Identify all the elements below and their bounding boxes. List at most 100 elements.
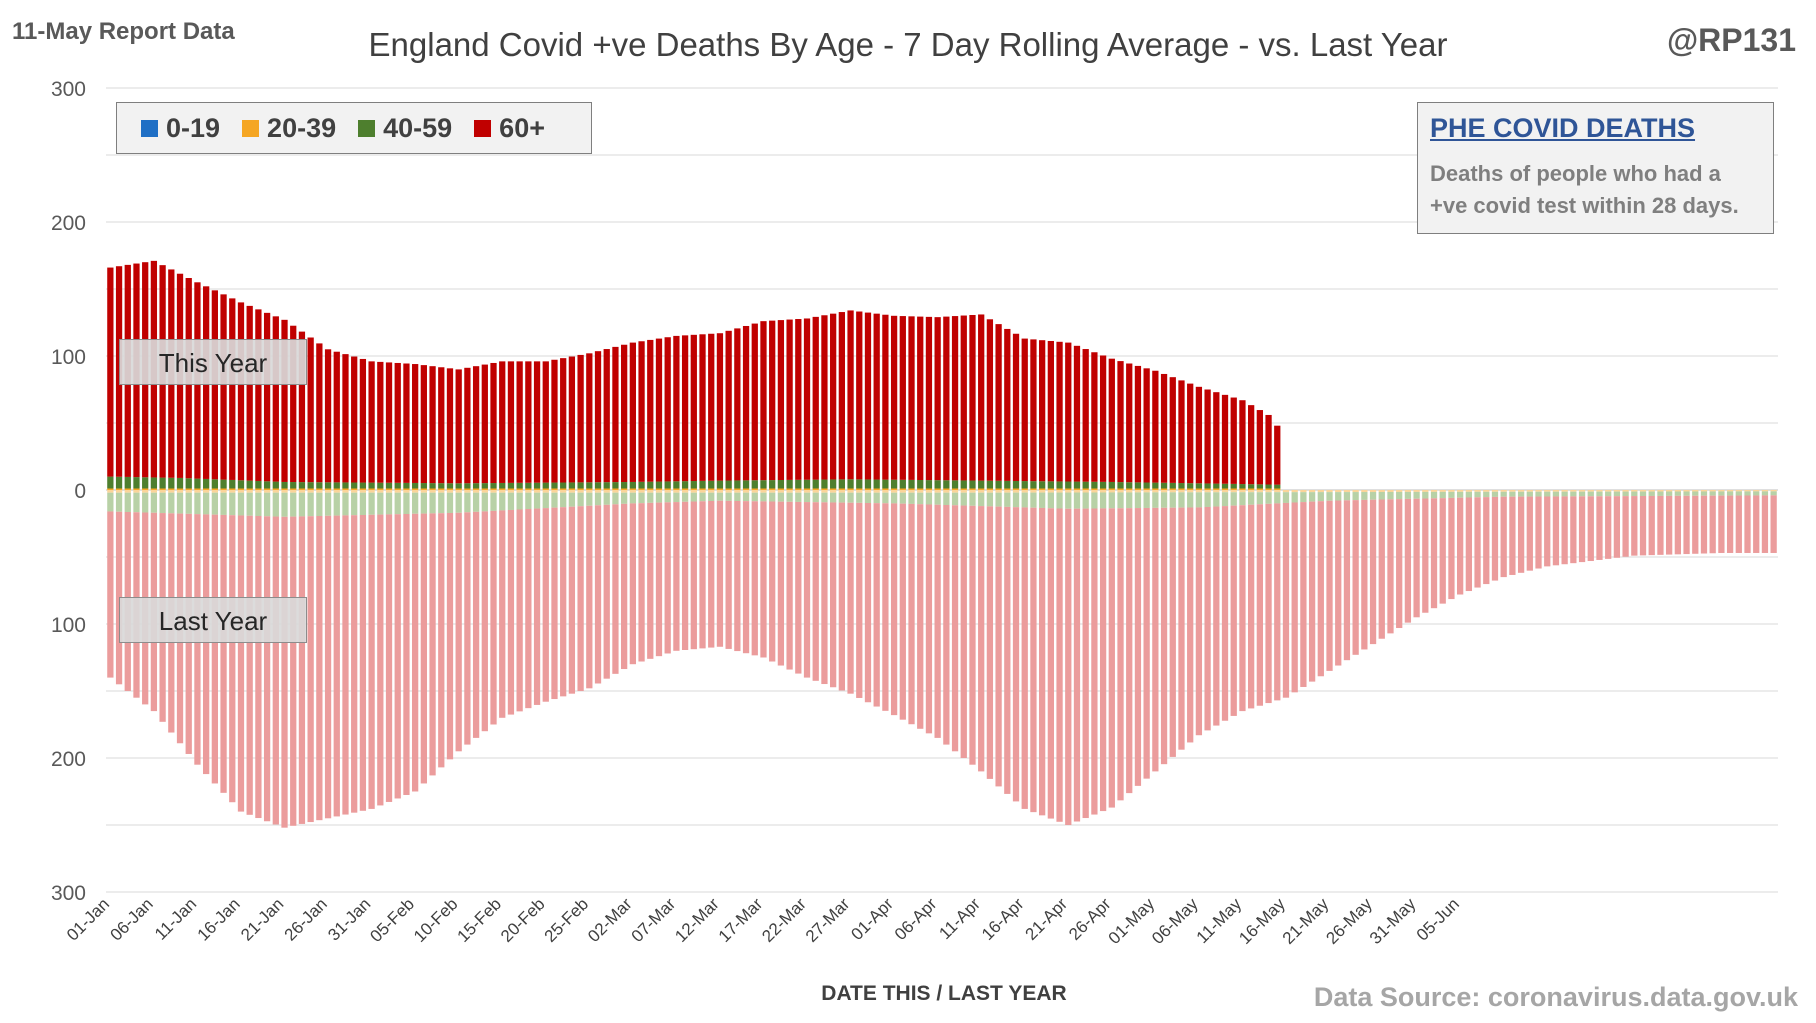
- this-year-bar-40-59: [908, 479, 915, 489]
- last-year-bar-60-plus: [943, 505, 950, 745]
- last-year-bar-40-59: [864, 492, 872, 503]
- info-box-title[interactable]: PHE COVID DEATHS: [1430, 113, 1696, 143]
- last-year-bar-40-59: [803, 492, 811, 503]
- this-year-bar-60-plus: [1169, 377, 1176, 483]
- this-year-bar-20-39: [690, 488, 697, 490]
- this-year-bar-40-59: [1065, 481, 1072, 489]
- last-year-bar-20-39: [943, 490, 950, 493]
- last-year-bar-20-39: [263, 490, 271, 493]
- this-year-bar-40-59: [1039, 481, 1046, 489]
- last-year-bar-20-39: [1108, 490, 1115, 493]
- last-year-bar-60-plus: [455, 512, 462, 752]
- this-year-bar-20-39: [429, 488, 436, 490]
- last-year-bar-40-59: [1587, 491, 1594, 497]
- this-year-bar-40-59: [1221, 483, 1229, 489]
- last-year-bar-60-plus: [1187, 507, 1194, 743]
- last-year-bar-40-59: [786, 492, 793, 502]
- y-tick-label: 100: [51, 346, 86, 369]
- last-year-bar-20-39: [1578, 490, 1586, 492]
- x-tick-label: 12-Mar: [671, 894, 723, 946]
- last-year-bar-60-plus: [882, 503, 889, 711]
- this-year-bar-40-59: [455, 483, 462, 489]
- last-year-bar-20-39: [1439, 490, 1446, 492]
- last-year-bar-20-39: [1056, 490, 1063, 493]
- last-year-bar-60-plus: [1552, 496, 1560, 566]
- last-year-bar-60-plus: [1326, 500, 1333, 671]
- last-year-bar-60-plus: [1666, 495, 1673, 555]
- last-year-bar-60-plus: [742, 501, 750, 654]
- this-year-bar-40-59: [821, 479, 828, 489]
- last-year-bar-40-59: [446, 492, 454, 513]
- last-year-bar-20-39: [159, 490, 166, 493]
- last-year-bar-40-59: [1648, 491, 1655, 496]
- last-year-bar-40-59: [237, 492, 245, 516]
- this-year-bar-40-59: [882, 479, 889, 489]
- this-year-bar-60-plus: [943, 316, 950, 481]
- last-year-bar-60-plus: [1474, 497, 1481, 588]
- last-year-bar-20-39: [1274, 490, 1281, 493]
- last-year-bar-40-59: [708, 492, 715, 501]
- this-year-bar-20-39: [568, 488, 576, 490]
- last-year-bar-20-39: [1152, 490, 1159, 493]
- this-year-bar-40-59: [629, 481, 636, 489]
- this-year-bar-20-39: [560, 488, 567, 490]
- this-year-bar-20-39: [1221, 488, 1229, 490]
- last-year-bar-20-39: [133, 490, 140, 493]
- last-year-bar-60-plus: [464, 512, 471, 745]
- this-year-bar-60-plus: [830, 313, 837, 480]
- last-year-bar-40-59: [986, 492, 994, 507]
- last-year-bar-60-plus: [1021, 507, 1028, 809]
- last-year-bar-20-39: [986, 490, 994, 493]
- this-year-bar-60-plus: [673, 335, 680, 482]
- last-year-bar-40-59: [1726, 491, 1734, 496]
- last-year-bar-20-39: [568, 490, 576, 493]
- last-year-bar-60-plus: [1517, 496, 1525, 573]
- last-year-bar-60-plus: [1343, 500, 1351, 661]
- this-year-bar-20-39: [821, 488, 828, 490]
- last-year-bar-20-39: [1343, 490, 1351, 493]
- this-year-bar-20-39: [307, 488, 314, 490]
- last-year-bar-40-59: [1770, 491, 1777, 496]
- last-year-bar-40-59: [185, 492, 192, 514]
- last-year-bar-60-plus: [412, 513, 419, 792]
- this-year-bar-20-39: [150, 488, 158, 490]
- this-year-bar-60-plus: [594, 351, 602, 483]
- this-year-bar-40-59: [220, 479, 227, 489]
- last-year-bar-20-39: [168, 490, 175, 493]
- last-year-bar-60-plus: [429, 513, 436, 776]
- last-year-bar-40-59: [795, 492, 802, 502]
- this-year-bar-20-39: [1056, 488, 1063, 490]
- this-year-bar-40-59: [551, 482, 558, 489]
- this-year-bar-20-39: [1012, 488, 1020, 490]
- this-year-bar-20-39: [655, 488, 663, 490]
- legend-label-40-59: 40-59: [383, 112, 453, 143]
- last-year-bar-40-59: [1108, 492, 1115, 509]
- last-year-bar-20-39: [960, 490, 967, 493]
- this-year-bar-60-plus: [438, 367, 445, 484]
- last-year-bar-20-39: [1187, 490, 1194, 493]
- this-year-bar-40-59: [1108, 481, 1115, 489]
- last-year-bar-20-39: [1544, 490, 1551, 492]
- last-year-bar-40-59: [612, 492, 619, 505]
- last-year-bar-40-59: [1134, 492, 1142, 509]
- last-year-bar-20-39: [1030, 490, 1037, 493]
- last-year-bar-20-39: [203, 490, 210, 493]
- this-year-bar-20-39: [281, 488, 288, 490]
- last-year-bar-20-39: [1770, 490, 1777, 492]
- last-year-bar-40-59: [821, 492, 828, 503]
- this-year-bar-40-59: [246, 480, 253, 489]
- last-year-bar-20-39: [342, 490, 349, 493]
- this-year-bar-60-plus: [263, 312, 271, 482]
- last-year-bar-60-plus: [107, 511, 114, 678]
- last-year-bar-40-59: [1082, 492, 1089, 509]
- this-year-bar-20-39: [246, 488, 253, 490]
- last-year-bar-20-39: [647, 490, 654, 493]
- last-year-bar-40-59: [377, 492, 384, 515]
- this-year-bar-20-39: [647, 488, 654, 490]
- last-year-bar-40-59: [1761, 491, 1769, 496]
- last-year-bar-40-59: [1404, 491, 1412, 499]
- last-year-bar-60-plus: [1491, 496, 1499, 581]
- last-year-bar-20-39: [1004, 490, 1011, 493]
- last-year-bar-20-39: [115, 490, 123, 493]
- this-year-bar-40-59: [638, 481, 645, 489]
